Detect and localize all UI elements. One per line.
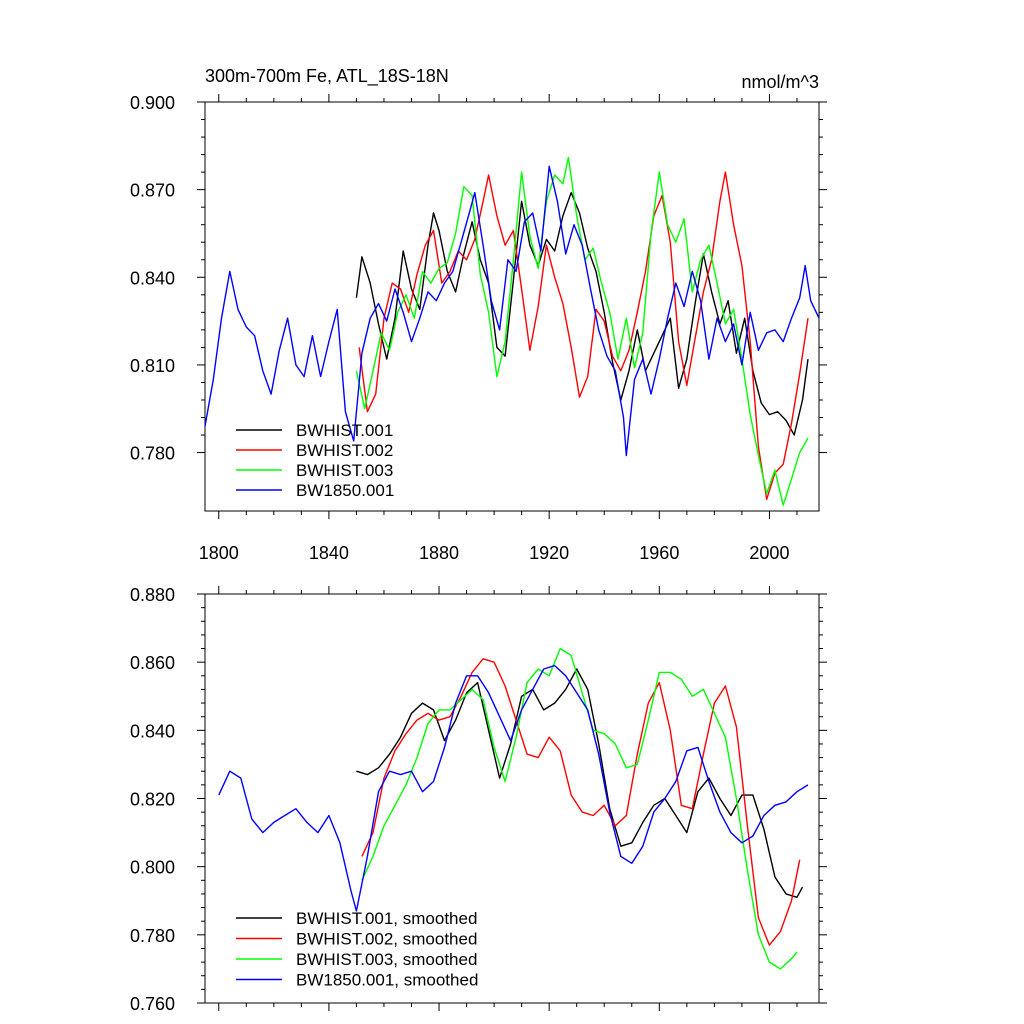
legend-label: BWHIST.001 <box>296 421 393 440</box>
y-tick-label: 0.780 <box>130 444 175 464</box>
series-line-bw1850-001 <box>204 165 820 457</box>
y-tick-label: 0.840 <box>130 268 175 288</box>
x-tick-label: 1920 <box>529 543 569 563</box>
top-chart-units: nmol/m^3 <box>742 72 819 92</box>
series-line-bwhist-003 <box>355 156 809 506</box>
x-tick-label: 2000 <box>749 543 789 563</box>
x-tick-label: 1840 <box>309 543 349 563</box>
x-tick-label: 1880 <box>419 543 459 563</box>
legend-label: BW1850.001, smoothed <box>296 971 478 990</box>
y-tick-label: 0.810 <box>130 356 175 376</box>
y-tick-label: 0.860 <box>130 653 175 673</box>
top-plot-frame <box>204 101 820 512</box>
legend-label: BWHIST.002, smoothed <box>296 930 477 949</box>
y-tick-label: 0.840 <box>130 721 175 741</box>
series-line-bwhist-003-smoothed <box>361 647 798 970</box>
y-tick-label: 0.880 <box>130 585 175 605</box>
top-chart-title: 300m-700m Fe, ATL_18S-18N <box>205 66 449 87</box>
y-tick-label: 0.870 <box>130 181 175 201</box>
series-line-bwhist-002 <box>358 171 809 500</box>
x-tick-label: 1800 <box>199 543 239 563</box>
legend-label: BWHIST.001, smoothed <box>296 909 477 928</box>
legend-label: BWHIST.003, smoothed <box>296 950 477 969</box>
legend-label: BWHIST.002 <box>296 441 393 460</box>
x-tick-label: 1960 <box>639 543 679 563</box>
top-axis-ticks: 0.780 0.810 0.840 0.870 0.900 1800 1840 1880 192… <box>130 93 827 563</box>
bottom-chart-panel: 0.760 0.780 0.800 0.820 0.840 0.860 0.880 BWHI… <box>130 585 827 1014</box>
series-line-bw1850-001-smoothed <box>218 664 809 912</box>
y-tick-label: 0.780 <box>130 926 175 946</box>
top-series-group <box>204 156 820 506</box>
y-tick-label: 0.800 <box>130 858 175 878</box>
series-line-bwhist-001 <box>355 191 809 436</box>
legend-label: BW1850.001 <box>296 481 394 500</box>
legend-label: BWHIST.003 <box>296 461 393 480</box>
bottom-axis-ticks: 0.760 0.780 0.800 0.820 0.840 0.860 0.880 <box>130 585 827 1014</box>
top-chart-panel: 300m-700m Fe, ATL_18S-18N nmol/m^3 0.780… <box>130 66 827 563</box>
bottom-legend: BWHIST.001, smoothed BWHIST.002, smoothed… <box>236 909 478 990</box>
bottom-series-group <box>218 647 809 970</box>
series-line-bwhist-002-smoothed <box>361 658 801 946</box>
y-tick-label: 0.900 <box>130 93 175 113</box>
y-tick-label: 0.760 <box>130 994 175 1014</box>
series-line-bwhist-001-smoothed <box>356 668 804 898</box>
y-tick-label: 0.820 <box>130 790 175 810</box>
